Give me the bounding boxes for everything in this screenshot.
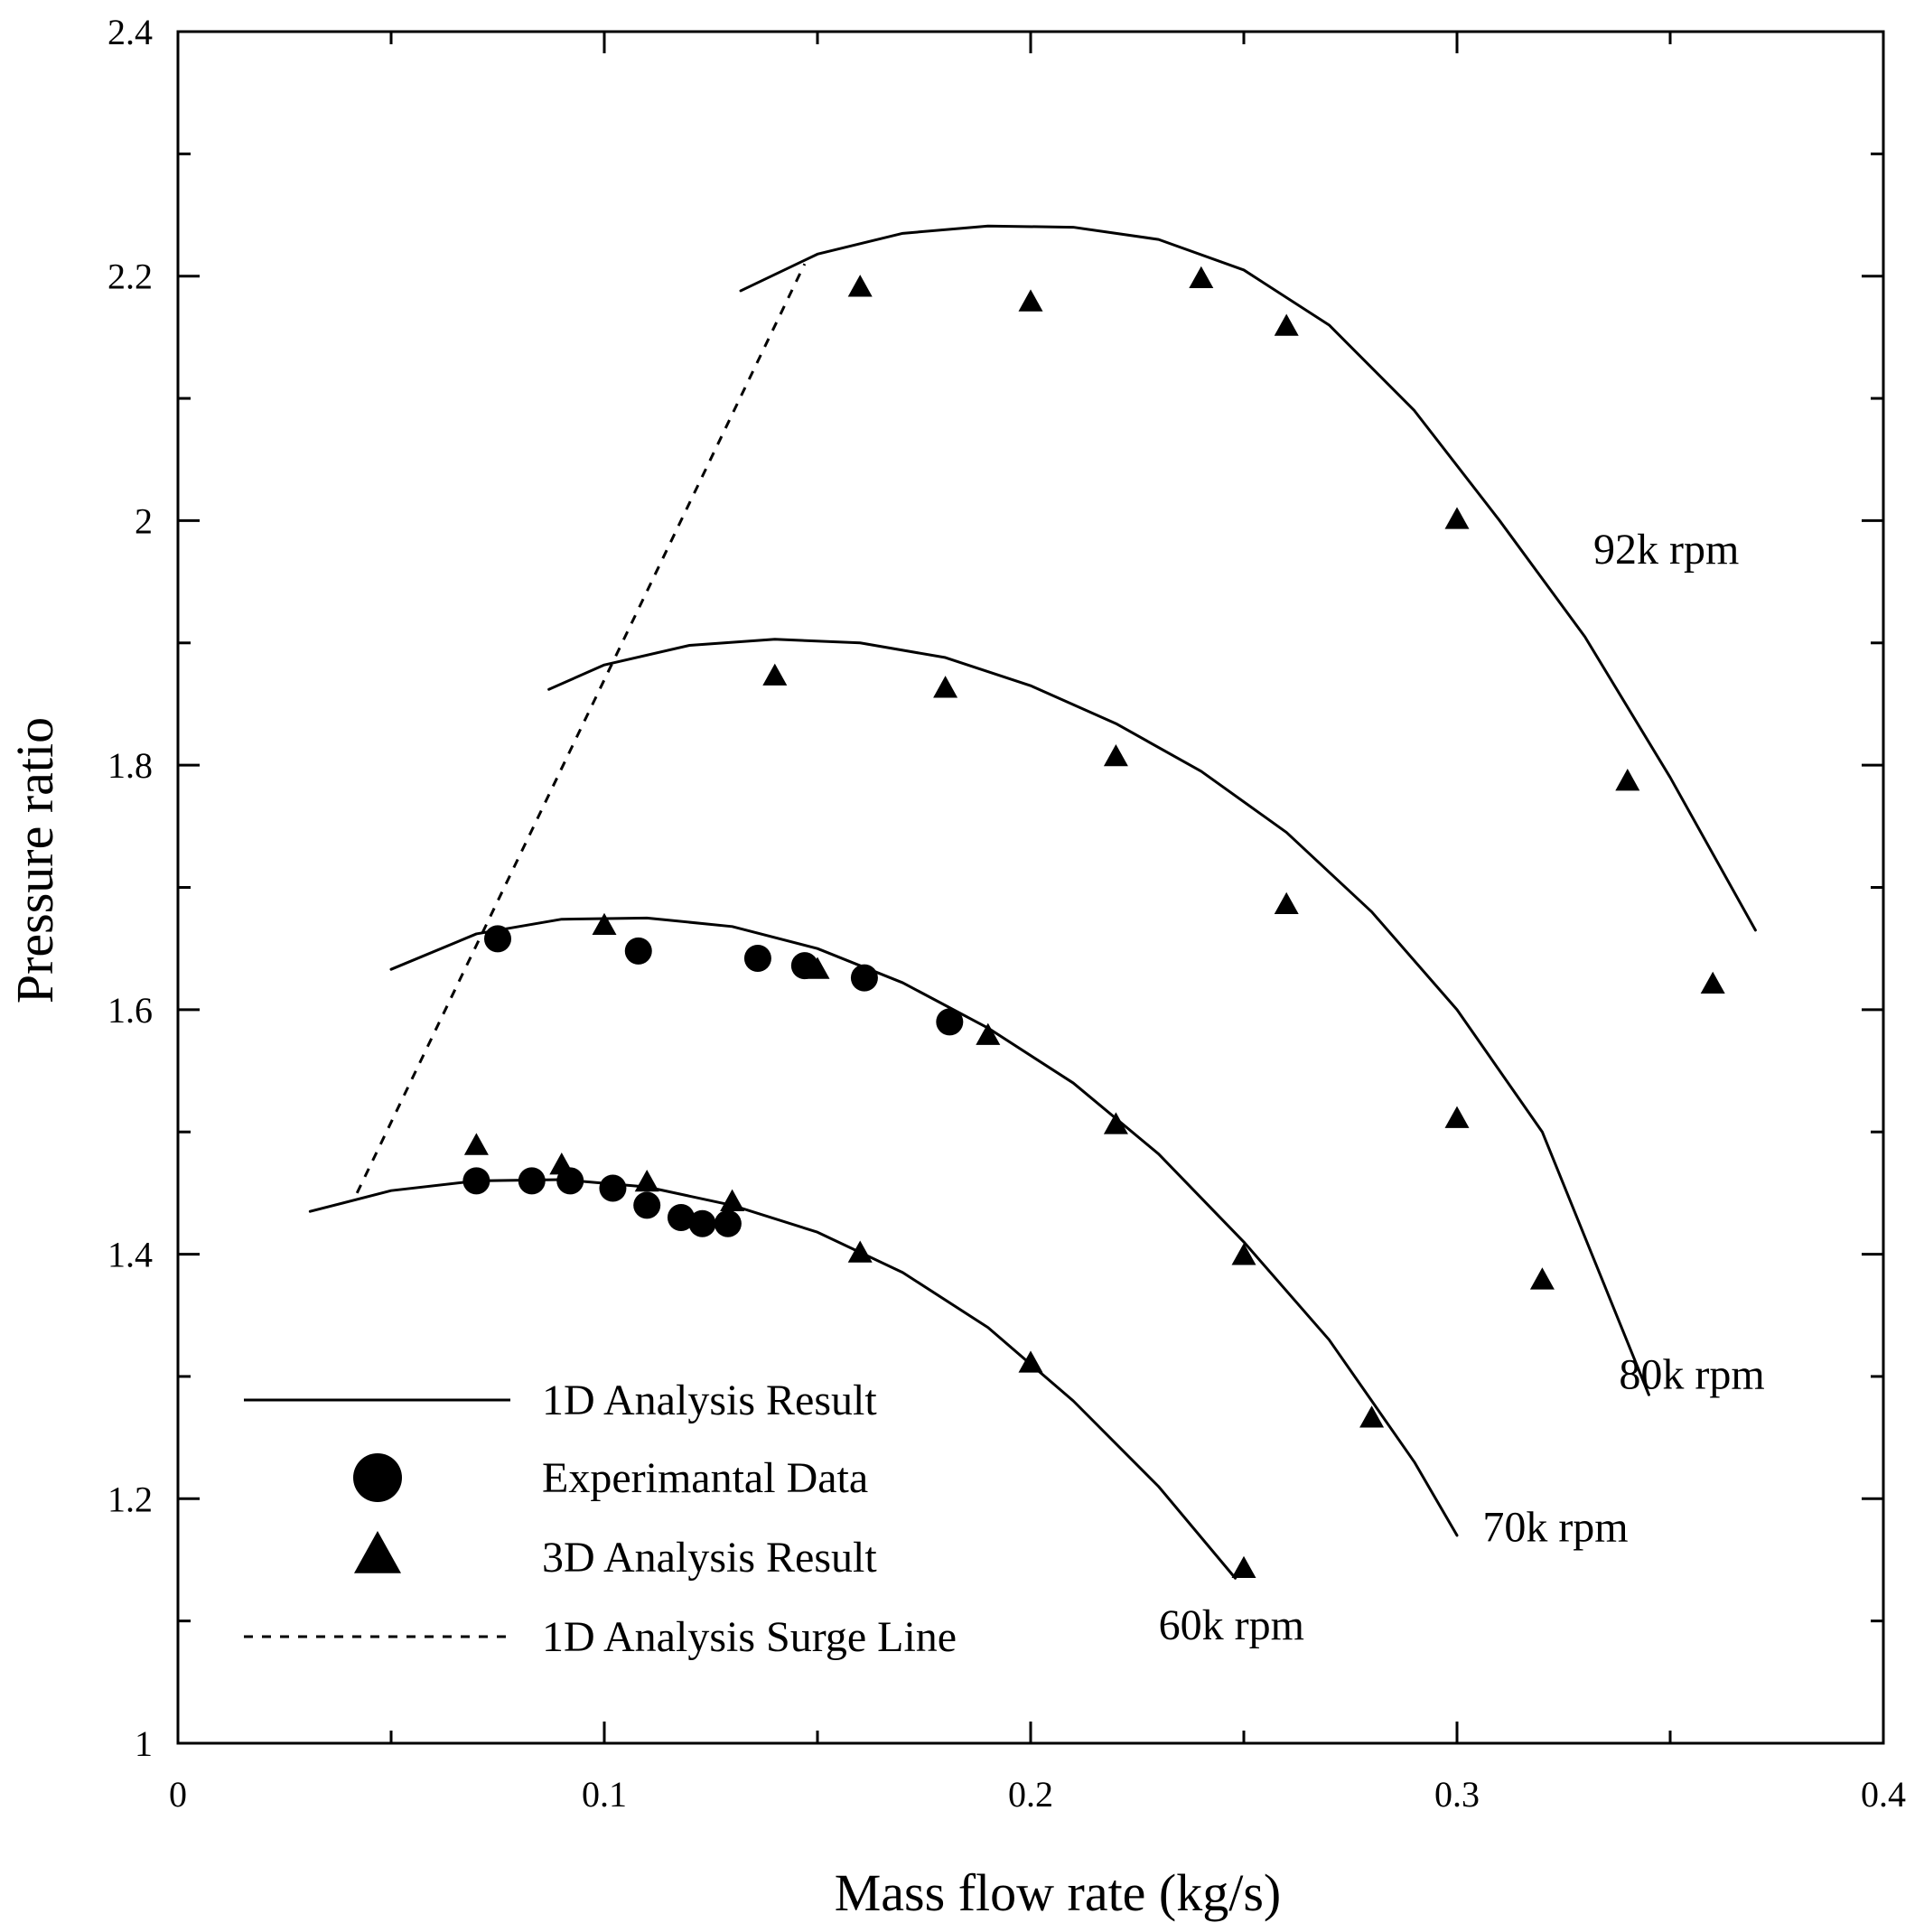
experimental-point [743, 945, 771, 973]
analysis-3d-point [1018, 289, 1043, 312]
legend-label: 1D Analysis Surge Line [542, 1613, 957, 1661]
y-tick-label: 2.4 [107, 12, 153, 52]
y-axis-title: Pressure ratio [5, 717, 64, 1003]
curve-label: 70k rpm [1482, 1504, 1628, 1552]
curve-label: 92k rpm [1593, 526, 1739, 574]
x-tick-label: 0.2 [1008, 1774, 1053, 1815]
x-axis-title: Mass flow rate (kg/s) [835, 1863, 1282, 1922]
axis-layer: 0 0.1 0.2 0.3 0.4 1 1.2 1.4 1.6 1.8 2 2.2 2.4 Mass fl… [5, 12, 1906, 1922]
plot-frame [176, 30, 1885, 1745]
analysis-curve-92k-rpm [739, 224, 1757, 932]
analysis-3d-point [762, 663, 788, 686]
analysis-3d-point [592, 912, 617, 936]
experimental-point [714, 1209, 742, 1237]
experimental-point [624, 937, 652, 965]
x-tick-label: 0.1 [582, 1774, 627, 1815]
analysis-3d-point [1615, 769, 1640, 791]
analysis-3d-point [805, 957, 830, 979]
experimental-point [667, 1203, 695, 1231]
legend-circle-sample [353, 1453, 402, 1502]
legend-label: Experimantal Data [542, 1454, 868, 1502]
analysis-3d-point [847, 1240, 873, 1263]
experimental-point [462, 1167, 490, 1195]
experimental-point [688, 1209, 716, 1237]
analysis-3d-point [1444, 507, 1470, 529]
legend-layer: 1D Analysis Result Experimantal Data 3D An… [244, 1377, 957, 1661]
y-tick-label: 1.4 [107, 1235, 153, 1275]
analysis-3d-point [1103, 743, 1128, 767]
analysis-3d-point [463, 1133, 489, 1155]
experimental-point [518, 1167, 546, 1195]
analysis-3d-point [549, 1153, 574, 1175]
analysis-curve-70k-rpm [389, 916, 1459, 1537]
analysis-curve-60k-rpm [308, 1178, 1238, 1580]
analysis-3d-point [1529, 1267, 1555, 1290]
analysis-3d-point [1103, 1112, 1128, 1134]
analysis-3d-point [976, 1022, 1001, 1045]
analysis-3d-point [634, 1169, 659, 1192]
analysis-curve-80k-rpm [547, 638, 1650, 1396]
legend-label: 3D Analysis Result [542, 1534, 877, 1582]
y-tick-label: 1.2 [107, 1479, 153, 1519]
analysis-3d-point [720, 1189, 745, 1211]
analysis-3d-point [1231, 1555, 1256, 1579]
analysis-3d-point [933, 676, 958, 698]
analysis-3d-point [1274, 313, 1299, 336]
x-tick-label: 0.3 [1434, 1774, 1480, 1815]
legend-triangle-sample [354, 1530, 401, 1573]
curve-label: 60k rpm [1159, 1601, 1304, 1649]
y-tick-label: 1.6 [107, 990, 153, 1031]
experimental-point [484, 925, 511, 953]
experimental-point [633, 1191, 661, 1219]
series-layer [308, 224, 1757, 1580]
experimental-point [936, 1008, 964, 1036]
y-tick-label: 2 [135, 500, 153, 541]
y-tick-label: 1.8 [107, 745, 153, 786]
analysis-3d-point [1231, 1243, 1256, 1265]
experimental-point [850, 964, 878, 992]
curve-label: 80k rpm [1619, 1350, 1764, 1398]
y-tick-label: 1 [135, 1723, 153, 1764]
analysis-3d-point [1274, 891, 1299, 915]
analysis-3d-point [1359, 1405, 1385, 1428]
x-tick-label: 0.4 [1861, 1774, 1906, 1815]
analysis-3d-point [1700, 971, 1725, 994]
analysis-3d-point [1018, 1350, 1043, 1373]
analysis-3d-point [847, 275, 873, 297]
analysis-3d-point [1189, 266, 1214, 289]
analysis-3d-point [1444, 1106, 1470, 1128]
experimental-point [599, 1174, 627, 1202]
y-tick-label: 2.2 [107, 257, 153, 297]
surge-line [355, 263, 807, 1194]
label-layer: 60k rpm 70k rpm 80k rpm 92k rpm [1159, 526, 1765, 1649]
x-tick-label: 0 [169, 1774, 187, 1815]
legend-label: 1D Analysis Result [542, 1377, 877, 1424]
